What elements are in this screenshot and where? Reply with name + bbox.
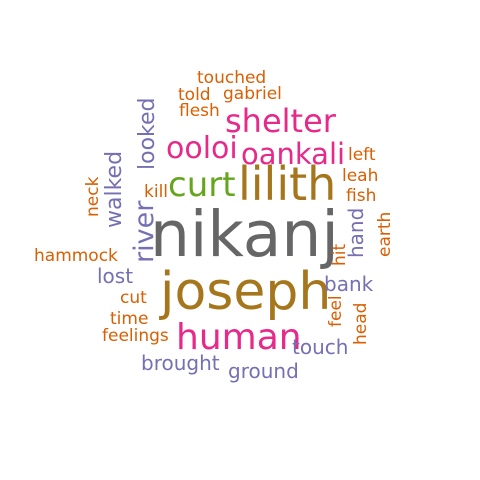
word-river: river — [129, 200, 160, 263]
word-human: human — [176, 317, 302, 358]
word-walked: walked — [102, 150, 127, 228]
word-fish: fish — [346, 186, 377, 206]
word-ooloi: ooloi — [166, 131, 238, 166]
word-brought: brought — [141, 351, 220, 375]
word-kill: kill — [144, 182, 169, 202]
word-curt: curt — [168, 165, 236, 205]
word-left: left — [348, 145, 376, 165]
word-bank: bank — [324, 272, 374, 296]
word-feelings: feelings — [102, 326, 169, 346]
word-neck: neck — [83, 176, 103, 217]
word-looked: looked — [135, 97, 160, 171]
word-leah: leah — [342, 166, 379, 186]
word-touched: touched — [197, 68, 267, 88]
word-gabriel: gabriel — [223, 84, 282, 104]
word-flesh: flesh — [179, 101, 220, 121]
word-oankali: oankali — [241, 137, 346, 171]
word-head: head — [351, 302, 371, 345]
word-told: told — [178, 85, 211, 105]
word-ground: ground — [228, 359, 299, 383]
word-feel: feel — [326, 295, 346, 327]
word-earth: earth — [375, 211, 395, 257]
word-hammock: hammock — [34, 246, 118, 266]
word-lost: lost — [97, 264, 134, 288]
word-time: time — [110, 309, 149, 329]
word-lilith: lilith — [238, 157, 337, 211]
word-touch: touch — [292, 335, 349, 359]
word-nikanj: nikanj — [150, 198, 339, 271]
word-joseph: joseph — [160, 262, 332, 322]
word-shelter: shelter — [225, 102, 336, 140]
word-hit: hit — [330, 243, 350, 266]
word-cut: cut — [120, 288, 147, 308]
